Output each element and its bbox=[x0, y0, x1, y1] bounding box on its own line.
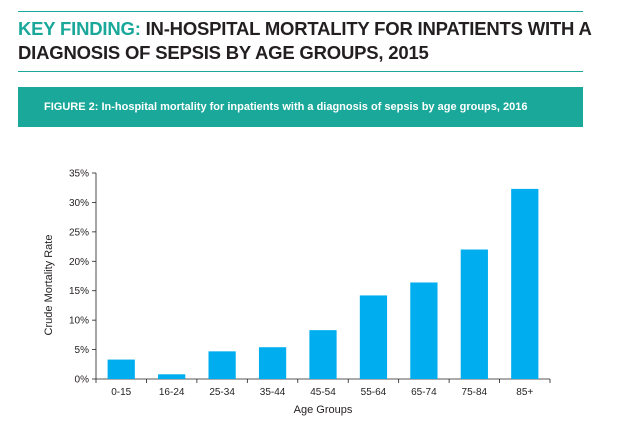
bar-85+ bbox=[511, 188, 539, 379]
bar-65-74 bbox=[410, 282, 438, 379]
x-tick-label: 85+ bbox=[516, 387, 533, 398]
figure-caption: FIGURE 2: In-hospital mortality for inpa… bbox=[44, 101, 528, 113]
x-tick-label: 55-64 bbox=[361, 387, 387, 398]
y-tick-label: 0% bbox=[75, 375, 90, 386]
top-divider bbox=[18, 11, 583, 12]
x-tick-label: 75-84 bbox=[462, 387, 488, 398]
bars bbox=[107, 188, 539, 379]
y-axis: 0% 5% 10% 15% 20% 25% 30% 35% bbox=[69, 169, 97, 386]
bar-16-24 bbox=[158, 374, 186, 379]
x-axis: 0-15 16-24 25-34 35-44 45-54 55-64 65-74 75-84 8… bbox=[95, 378, 551, 398]
bar-0-15 bbox=[107, 359, 135, 379]
bar-35-44 bbox=[258, 347, 287, 379]
x-tick-label: 45-54 bbox=[310, 387, 336, 398]
figure-caption-banner: FIGURE 2: In-hospital mortality for inpa… bbox=[18, 87, 583, 127]
y-tick-label: 30% bbox=[69, 198, 89, 209]
y-tick-label: 10% bbox=[69, 316, 89, 327]
x-tick-label: 25-34 bbox=[209, 387, 235, 398]
title-divider bbox=[18, 71, 583, 72]
key-finding-title: IN-HOSPITAL MORTALITY FOR INPATIENTS WIT… bbox=[18, 18, 591, 63]
x-tick-label: 0-15 bbox=[111, 387, 131, 398]
y-axis-label: Crude Mortality Rate bbox=[43, 235, 55, 336]
x-tick-label: 16-24 bbox=[159, 387, 185, 398]
bar-55-64 bbox=[359, 295, 388, 379]
key-finding-heading: KEY FINDING: IN-HOSPITAL MORTALITY FOR I… bbox=[18, 17, 603, 65]
key-finding-prefix: KEY FINDING: bbox=[18, 18, 141, 39]
y-tick-label: 35% bbox=[69, 169, 89, 180]
x-tick-label: 35-44 bbox=[260, 387, 286, 398]
x-tick-label: 65-74 bbox=[411, 387, 437, 398]
y-tick-label: 20% bbox=[69, 257, 89, 268]
bar-75-84 bbox=[460, 249, 488, 379]
y-tick-label: 25% bbox=[69, 227, 89, 238]
x-axis-label: Age Groups bbox=[294, 404, 353, 416]
bar-25-34 bbox=[208, 351, 236, 379]
bar-45-54 bbox=[309, 330, 337, 379]
y-tick-label: 5% bbox=[75, 345, 90, 356]
y-tick-label: 15% bbox=[69, 286, 89, 297]
